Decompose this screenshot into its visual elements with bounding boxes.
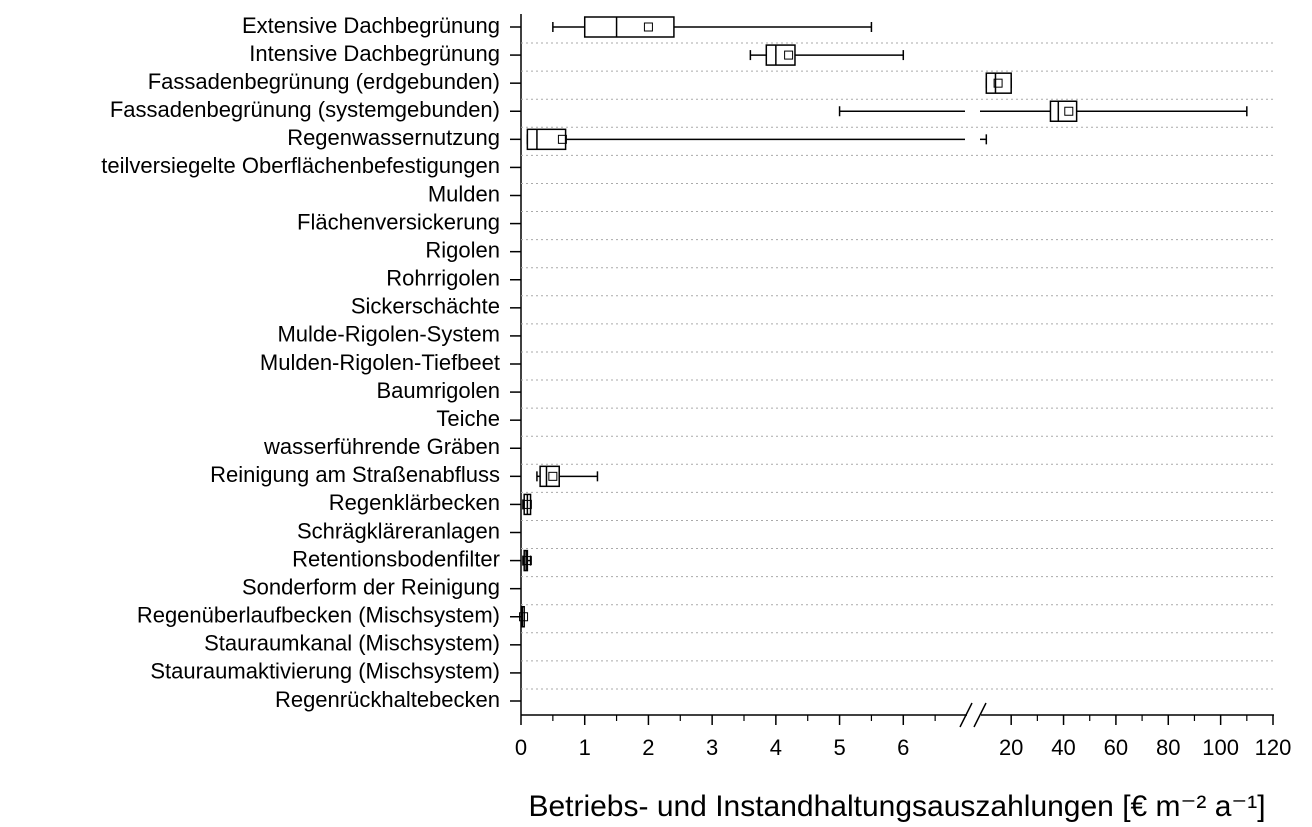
x-tick-label: 2 xyxy=(642,735,654,760)
x-tick-label: 1 xyxy=(579,735,591,760)
y-tick-label: Teiche xyxy=(436,406,500,431)
mean xyxy=(548,471,558,481)
box xyxy=(526,128,567,151)
mean xyxy=(557,134,567,144)
mean xyxy=(643,22,653,32)
x-tick-label: 40 xyxy=(1051,735,1075,760)
y-tick-label: Reinigung am Straßenabfluss xyxy=(210,462,500,487)
y-tick-label: Fassadenbegrünung (systemgebunden) xyxy=(110,97,500,122)
y-tick-label: Regenwassernutzung xyxy=(287,125,500,150)
x-tick-label: 20 xyxy=(999,735,1023,760)
box xyxy=(1049,100,1078,122)
y-tick-label: Sonderform der Reinigung xyxy=(242,574,500,599)
y-tick-label: Mulden-Rigolen-Tiefbeet xyxy=(260,350,500,375)
x-tick-label: 80 xyxy=(1156,735,1180,760)
x-tick-label: 4 xyxy=(770,735,782,760)
y-tick-label: Stauraumkanal (Mischsystem) xyxy=(204,631,500,656)
y-tick-label: Intensive Dachbegrünung xyxy=(249,41,500,66)
y-tick-label: Mulde-Rigolen-System xyxy=(277,322,500,347)
y-tick-label: Mulden xyxy=(428,181,500,206)
mean xyxy=(1064,106,1074,116)
axis-break xyxy=(973,702,987,728)
x-tick-label: 0 xyxy=(515,735,527,760)
y-tick-label: Extensive Dachbegrünung xyxy=(242,13,500,38)
box xyxy=(985,72,1012,94)
y-tick-label: Regenrückhaltebecken xyxy=(275,687,500,712)
y-tick-label: Regenüberlaufbecken (Mischsystem) xyxy=(137,603,500,628)
y-tick-label: Baumrigolen xyxy=(376,378,500,403)
x-tick-label: 100 xyxy=(1202,735,1239,760)
x-tick-label: 5 xyxy=(833,735,845,760)
x-tick-label: 120 xyxy=(1255,735,1292,760)
mean xyxy=(784,50,794,60)
x-tick-label: 6 xyxy=(897,735,909,760)
x-axis-label: Betriebs- und Instandhaltungsauszahlunge… xyxy=(528,790,1265,823)
y-tick-label: Stauraumaktivierung (Mischsystem) xyxy=(150,659,500,684)
mean xyxy=(522,556,532,566)
y-tick-label: teilversiegelte Oberflächenbefestigungen xyxy=(101,153,500,178)
y-tick-label: Fassadenbegrünung (erdgebunden) xyxy=(148,69,500,94)
y-tick-label: Sickerschächte xyxy=(351,294,500,319)
y-tick-label: Retentionsbodenfilter xyxy=(292,546,500,571)
y-tick-label: Regenklärbecken xyxy=(329,490,500,515)
axis-break xyxy=(959,702,973,728)
box xyxy=(765,44,796,66)
y-tick-label: Flächenversickerung xyxy=(297,209,500,234)
y-tick-label: wasserführende Gräben xyxy=(263,434,500,459)
x-tick-label: 3 xyxy=(706,735,718,760)
mean xyxy=(522,499,532,509)
box xyxy=(583,16,675,38)
y-tick-label: Schrägkläreranlagen xyxy=(297,518,500,543)
mean xyxy=(993,78,1003,88)
y-tick-label: Rigolen xyxy=(425,237,500,262)
box xyxy=(539,465,560,488)
mean xyxy=(519,612,529,622)
y-tick-label: Rohrrigolen xyxy=(386,266,500,291)
x-tick-label: 60 xyxy=(1104,735,1128,760)
